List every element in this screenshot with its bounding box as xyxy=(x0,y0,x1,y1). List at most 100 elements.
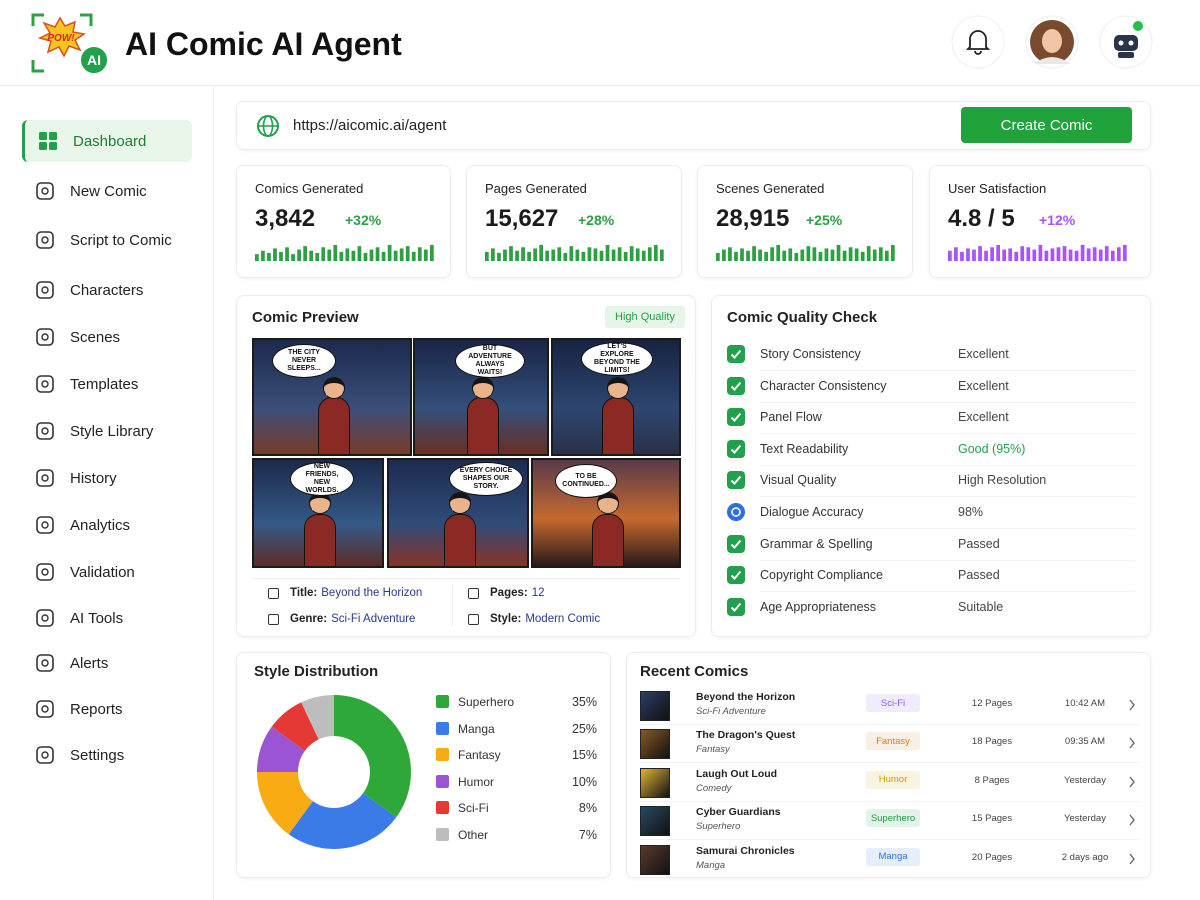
nav-item[interactable]: Scenes xyxy=(22,316,192,358)
nav-item[interactable]: New Comic xyxy=(22,170,192,212)
header-divider xyxy=(0,85,1200,86)
section-title: Comic Quality Check xyxy=(727,309,878,326)
spark-bar xyxy=(948,250,952,261)
meta-icon xyxy=(468,588,479,599)
nav-item[interactable]: Settings xyxy=(22,734,192,776)
nav-item[interactable]: AI Tools xyxy=(22,597,192,639)
legend-value: 15% xyxy=(571,748,597,763)
spark-bar xyxy=(297,249,301,261)
speech-bubble: TO BE CONTINUED... xyxy=(555,464,617,498)
updated-time: Yesterday xyxy=(1064,813,1106,825)
meta-value: Modern Comic xyxy=(525,613,601,625)
nav-item[interactable]: Characters xyxy=(22,269,192,311)
globe-icon xyxy=(257,115,279,137)
meta-label: Genre: xyxy=(290,613,328,625)
recent-comics-card: Recent Comics Beyond the Horizon Sci-Fi A… xyxy=(626,652,1151,878)
nav-item[interactable]: Script to Comic xyxy=(22,219,192,261)
nav-item[interactable]: Style Library xyxy=(22,410,192,452)
donut-chart xyxy=(257,695,411,849)
panel-figure xyxy=(304,513,336,566)
recent-row[interactable]: Samurai Chronicles Manga Manga 20 Pages 2 da… xyxy=(627,843,1152,879)
spark-bar xyxy=(1032,249,1037,261)
spark-bar xyxy=(830,249,835,261)
nav-label: Scenes xyxy=(70,328,121,346)
chevron xyxy=(1129,699,1135,711)
comic-thumbnail xyxy=(640,767,670,798)
nav-item[interactable]: Validation xyxy=(22,551,192,593)
updated-time: 09:35 AM xyxy=(1064,736,1106,748)
app-title: AI Comic AI Agent xyxy=(125,26,402,62)
check-icon xyxy=(727,376,745,395)
spark-bar xyxy=(593,248,598,261)
nav-label: Reports xyxy=(70,700,123,718)
nav-icon xyxy=(36,469,54,487)
spark-bar xyxy=(255,254,259,261)
recent-row[interactable]: Cyber Guardians Superhero Superhero 15 Page… xyxy=(627,804,1152,841)
spark-bar xyxy=(575,249,580,261)
stat-card: Pages Generated 15,627 +28% xyxy=(466,165,682,278)
donut-slice xyxy=(334,695,411,818)
spark-bar xyxy=(315,253,320,261)
stat-value: 4.8 / 5 xyxy=(948,205,1015,232)
nav-item[interactable]: Templates xyxy=(22,363,192,405)
comic-title: Beyond the Horizon xyxy=(696,691,796,703)
spark-bar xyxy=(1020,246,1025,261)
nav-item[interactable]: History xyxy=(22,457,192,499)
spark-bar xyxy=(800,249,805,261)
spark-bar xyxy=(387,245,392,261)
spark-bar xyxy=(515,250,519,261)
meta-item: Title: Beyond the Horizon xyxy=(290,587,422,599)
spark-bar xyxy=(972,249,976,261)
profile-avatar[interactable] xyxy=(1025,15,1079,69)
legend-label: Manga xyxy=(458,721,495,736)
nav-item[interactable]: Dashboard xyxy=(22,120,192,162)
section-title: Recent Comics xyxy=(640,663,749,680)
recent-row[interactable]: Beyond the Horizon Sci-Fi Adventure Sci-Fi… xyxy=(627,689,1152,725)
spark-bar xyxy=(611,249,616,261)
agent-button[interactable] xyxy=(1099,15,1153,69)
stat-change: +12% xyxy=(1039,212,1076,228)
comic-panel: EVERY CHOICE SHAPES OUR STORY. xyxy=(387,458,529,568)
spark-bar xyxy=(429,245,434,261)
comic-genre: Manga xyxy=(696,859,726,871)
nav-item[interactable]: Alerts xyxy=(22,642,192,684)
spark-bar xyxy=(978,246,982,261)
recent-row[interactable]: The Dragon's Quest Fantasy Fantasy 18 Pages… xyxy=(627,727,1152,764)
spark-bar xyxy=(503,249,507,261)
check-value: Good (95%) xyxy=(958,441,1026,456)
nav-icon xyxy=(36,563,54,581)
nav-item[interactable]: Reports xyxy=(22,688,192,730)
row-divider xyxy=(640,839,1140,841)
spark-bar xyxy=(788,248,793,261)
comic-title: The Dragon's Quest xyxy=(696,729,796,742)
recent-row[interactable]: Laugh Out Loud Comedy Humor 8 Pages Yesterda… xyxy=(627,766,1152,802)
meta-value: Sci-Fi Adventure xyxy=(331,613,416,625)
chevron xyxy=(1129,853,1135,865)
spark-bar xyxy=(357,246,362,261)
panel-head xyxy=(449,492,471,515)
spark-bar xyxy=(557,247,562,261)
spark-bar xyxy=(647,247,652,261)
legend-swatch xyxy=(436,774,449,788)
nav-label: Style Library xyxy=(70,422,154,440)
nav-icon xyxy=(36,375,54,393)
spark-bar xyxy=(818,251,823,261)
nav-item[interactable]: Analytics xyxy=(22,504,192,546)
spark-bar xyxy=(836,245,841,261)
stat-value: 28,915 xyxy=(716,205,790,232)
check-label: Story Consistency xyxy=(760,347,861,361)
spark-bar xyxy=(1092,247,1097,261)
notification-button[interactable] xyxy=(951,15,1005,69)
stat-change: +25% xyxy=(806,212,843,228)
spark-bar xyxy=(1080,245,1085,261)
spark-bar xyxy=(806,246,811,261)
nav-icon xyxy=(36,516,54,534)
legend-label: Sci-Fi xyxy=(458,801,489,816)
sparkline xyxy=(255,245,434,261)
legend-label: Fantasy xyxy=(458,748,501,763)
legend-label: Other xyxy=(458,828,489,842)
nav-label: Analytics xyxy=(70,516,131,534)
comic-title: Laugh Out Loud xyxy=(696,767,778,780)
nav-icon xyxy=(36,609,54,627)
create-comic-button[interactable]: Create Comic xyxy=(961,107,1132,143)
